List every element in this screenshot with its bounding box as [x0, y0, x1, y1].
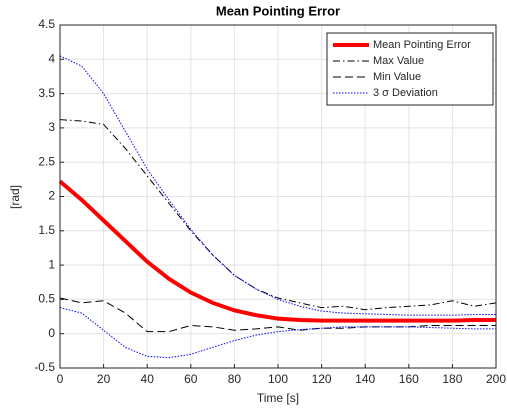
- y-tick-label: 1: [48, 257, 55, 271]
- legend-label: Mean Pointing Error: [373, 39, 471, 51]
- legend-label: 3 σ Deviation: [373, 87, 438, 99]
- y-tick-label: 2.5: [38, 154, 55, 168]
- y-tick-label: 3: [48, 120, 55, 134]
- x-tick-label: 60: [184, 372, 198, 386]
- x-tick-label: 140: [355, 372, 375, 386]
- legend-label: Max Value: [373, 55, 424, 67]
- x-tick-label: 100: [268, 372, 288, 386]
- y-tick-label: 0: [48, 326, 55, 340]
- series-line: [59, 307, 496, 359]
- y-tick-label: 1.5: [38, 223, 55, 237]
- x-tick-label: 200: [486, 372, 506, 386]
- series-line: [59, 297, 496, 333]
- series-line: [58, 179, 496, 323]
- x-axis-label: Time [s]: [257, 391, 299, 405]
- y-tick-label: 3.5: [38, 86, 55, 100]
- x-tick-label: 0: [57, 372, 64, 386]
- x-tick-label: 120: [312, 372, 332, 386]
- x-tick-label: 80: [228, 372, 242, 386]
- y-tick-label: -0.5: [34, 360, 55, 374]
- x-tick-label: 160: [399, 372, 419, 386]
- series-line: [59, 55, 496, 316]
- y-tick-label: 4.5: [38, 17, 55, 31]
- plot-frame: [59, 24, 497, 369]
- x-tick-label: 180: [442, 372, 462, 386]
- series-line: [59, 119, 497, 311]
- x-tick-label: 40: [141, 372, 155, 386]
- chart-title: Mean Pointing Error: [216, 3, 340, 18]
- y-tick-label: 2: [48, 189, 55, 203]
- legend-label: Min Value: [373, 71, 421, 83]
- x-tick-label: 20: [97, 372, 111, 386]
- y-axis-label: [rad]: [8, 185, 22, 209]
- y-tick-label: 4: [48, 51, 55, 65]
- y-tick-label: 0.5: [38, 292, 55, 306]
